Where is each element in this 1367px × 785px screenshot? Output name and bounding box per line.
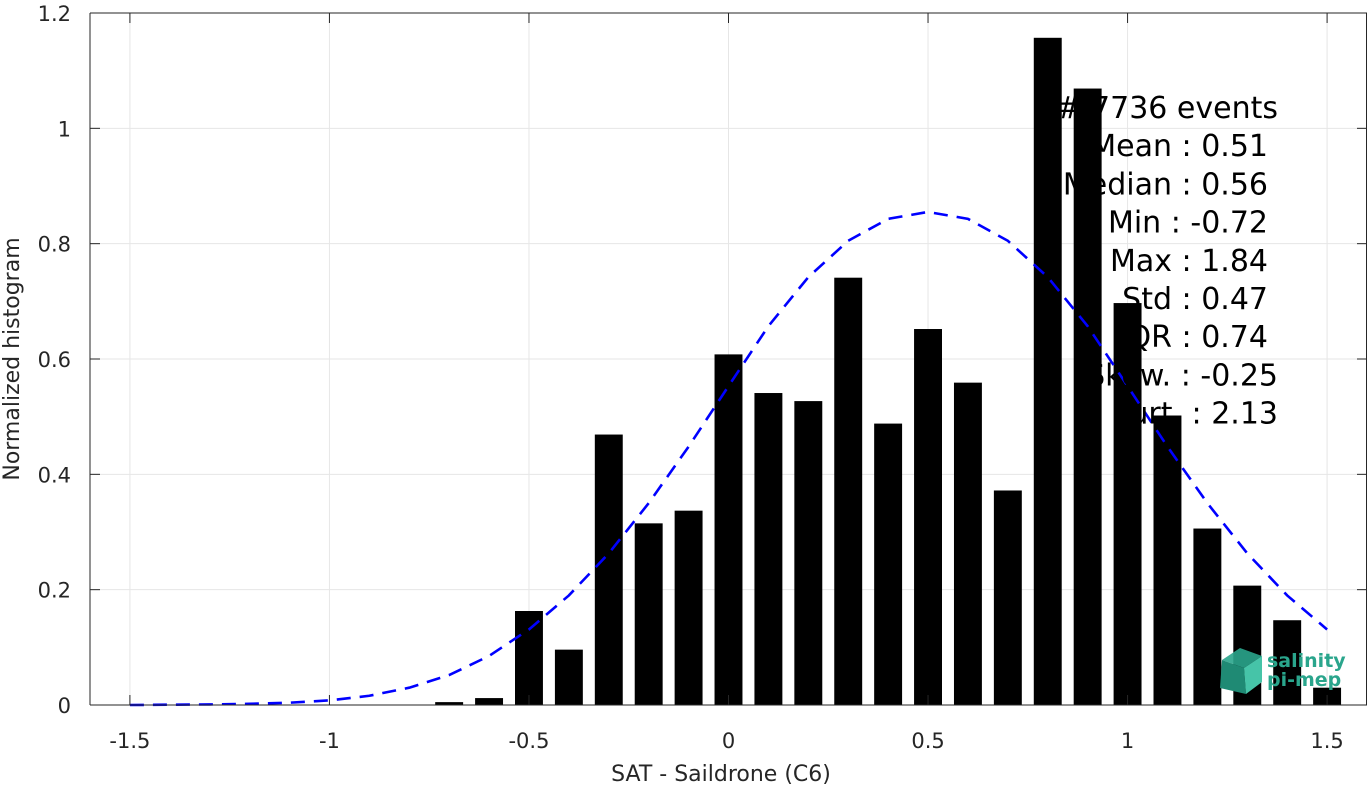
- histogram-bar: [874, 423, 903, 705]
- histogram-bar: [475, 698, 504, 705]
- histogram-bar: [914, 329, 942, 705]
- stats-line: # 7736 events: [1056, 91, 1278, 126]
- histogram-bar: [953, 382, 982, 705]
- y-tick-label: 0: [58, 694, 71, 718]
- histogram-bar: [993, 490, 1022, 705]
- x-tick-label: -1: [319, 729, 340, 753]
- histogram-bar: [435, 702, 464, 705]
- histogram-bar: [1153, 415, 1182, 705]
- stats-line: Max : 1.84: [1110, 244, 1268, 279]
- histogram-bar: [554, 649, 583, 705]
- stats-line: Skew. : -0.25: [1086, 358, 1278, 393]
- y-tick-label: 0.4: [38, 463, 71, 487]
- histogram-bar: [794, 401, 823, 705]
- x-tick-label: 1.5: [1310, 729, 1343, 753]
- y-tick-label: 0.8: [38, 233, 71, 257]
- x-tick-label: 0: [722, 729, 735, 753]
- x-tick-label: 1: [1121, 729, 1134, 753]
- salinity-pimep-logo: salinity pi-mep: [1220, 648, 1346, 694]
- histogram-bar: [515, 611, 543, 705]
- histogram-bar: [714, 354, 743, 705]
- stats-line: Min : -0.72: [1108, 206, 1268, 241]
- histogram-bar: [1073, 88, 1102, 705]
- y-tick-label: 0.2: [38, 579, 71, 603]
- stats-line: Kurt. : 2.13: [1111, 397, 1278, 432]
- histogram-bar: [1033, 37, 1062, 705]
- y-tick-label: 1: [58, 117, 71, 141]
- logo-text-line2: pi-mep: [1267, 669, 1341, 691]
- x-tick-label: -1.5: [109, 729, 150, 753]
- x-tick-label: -0.5: [508, 729, 549, 753]
- histogram-bar: [1113, 303, 1142, 705]
- stats-line: Mean : 0.51: [1090, 129, 1268, 164]
- histogram-bar: [834, 277, 863, 705]
- histogram-bar: [1193, 528, 1222, 705]
- y-tick-label: 1.2: [38, 2, 71, 26]
- histogram-bar: [594, 434, 623, 705]
- tick-labels: -1.5 -1 -0.5 0 0.5 1 1.5 0 0.2 0.4 0.6 0.8 1 1.2: [38, 2, 1367, 753]
- x-axis-label: SAT - Saildrone (C6): [611, 762, 831, 785]
- logo-text-line1: salinity: [1267, 650, 1346, 672]
- stats-line: Std : 0.47: [1122, 282, 1268, 317]
- y-axis-label: Normalized histogram: [0, 237, 25, 480]
- histogram-bar: [634, 523, 663, 705]
- histogram-bar: [754, 393, 783, 705]
- x-tick-label: 0.5: [911, 729, 944, 753]
- stats-line: IQR : 0.74: [1119, 320, 1268, 355]
- logo-cube-icon: [1220, 648, 1262, 694]
- histogram-bar: [1273, 620, 1302, 705]
- histogram-bar: [674, 510, 703, 705]
- stats-line: Median : 0.56: [1063, 167, 1268, 202]
- y-tick-label: 0.6: [38, 348, 71, 372]
